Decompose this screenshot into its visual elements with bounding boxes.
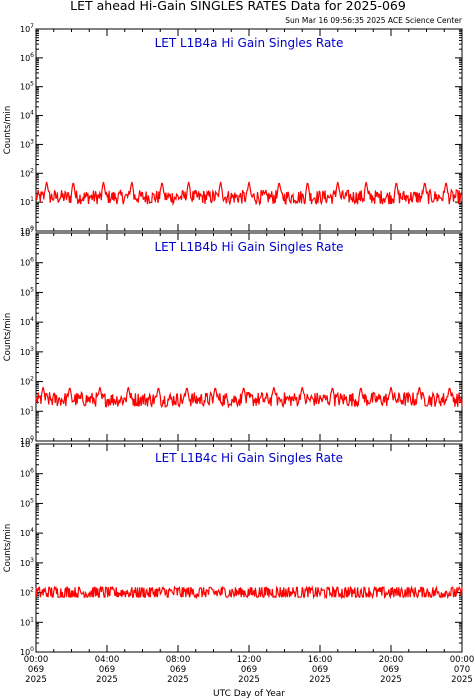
y-tick-label: 100 [20,225,34,236]
y-tick-label: 103 [20,138,34,149]
x-tick-label-time: 00:00 [450,655,475,665]
y-tick-label: 107 [20,438,34,449]
x-tick-label-day: 069 [99,665,115,675]
x-tick-label-year: 2025 [167,675,189,685]
panel-title: LET L1B4c Hi Gain Singles Rate [155,451,343,465]
figure-title: LET ahead Hi-Gain SINGLES RATES Data for… [70,0,406,13]
y-tick-label: 105 [20,497,34,508]
y-tick-label: 104 [20,527,34,538]
y-tick-label: 100 [20,646,34,657]
panel-title: LET L1B4a Hi Gain Singles Rate [155,36,344,50]
panel-1: 100 101 102 103 104 105 106 107 Counts/min LET L1… [3,23,463,236]
y-tick-label: 102 [20,376,34,387]
x-tick-label-year: 2025 [25,675,47,685]
panel-frame [35,443,463,653]
y-axis-label: Counts/min [3,106,13,155]
series-line [35,181,463,207]
series-line [35,386,463,409]
x-axis-label: UTC Day of Year [213,689,285,699]
x-tick-label-year: 2025 [238,675,260,685]
y-tick-label: 104 [20,110,34,121]
y-tick-label: 107 [20,23,34,34]
y-tick-label: 106 [20,257,34,268]
y-tick-label: 100 [20,435,34,446]
y-tick-label: 105 [20,286,34,297]
y-tick-label: 101 [20,616,34,627]
y-tick-label: 101 [20,196,34,207]
x-tick-label-time: 12:00 [237,655,262,665]
y-tick-label: 107 [20,227,34,238]
x-tick-label-year: 2025 [380,675,402,685]
y-tick-label: 101 [20,405,34,416]
x-tick-label-day: 069 [383,665,399,675]
x-tick-label-time: 08:00 [166,655,191,665]
series-line [35,584,463,600]
timestamp: Sun Mar 16 09:56:35 2025 ACE Science Cen… [285,16,463,25]
y-tick-label: 105 [20,81,34,92]
x-tick-label-time: 04:00 [95,655,120,665]
x-axis: 00:00069202504:00069202508:00069202512:0… [24,655,475,685]
y-axis-label: Counts/min [3,524,13,573]
y-tick-label: 106 [20,52,34,63]
x-tick-label-day: 069 [170,665,186,675]
x-tick-label-year: 2025 [451,675,473,685]
x-tick-label-day: 070 [454,665,470,675]
y-tick-label: 103 [20,557,34,568]
x-tick-label-year: 2025 [96,675,118,685]
y-tick-label: 102 [20,587,34,598]
x-tick-label-day: 069 [28,665,44,675]
panel-frame [35,232,463,442]
panel-3: 100 101 102 103 104 105 106 107 Counts/min LET L1… [3,438,463,657]
x-tick-label-day: 069 [241,665,257,675]
panel-2: 100 101 102 103 104 105 106 107 Counts/min LET L1… [3,227,463,446]
panel-title: LET L1B4b Hi Gain Singles Rate [154,240,343,254]
y-tick-label: 104 [20,316,34,327]
x-tick-label-day: 069 [312,665,328,675]
x-tick-label-time: 00:00 [24,655,49,665]
x-tick-label-year: 2025 [309,675,331,685]
y-tick-label: 102 [20,167,34,178]
y-tick-label: 103 [20,346,34,357]
x-tick-label-time: 16:00 [308,655,333,665]
y-tick-label: 106 [20,468,34,479]
panels: 100 101 102 103 104 105 106 107 Counts/min LET L1… [3,23,463,657]
x-tick-label-time: 20:00 [379,655,404,665]
panel-frame [35,28,463,232]
y-axis-label: Counts/min [3,313,13,362]
